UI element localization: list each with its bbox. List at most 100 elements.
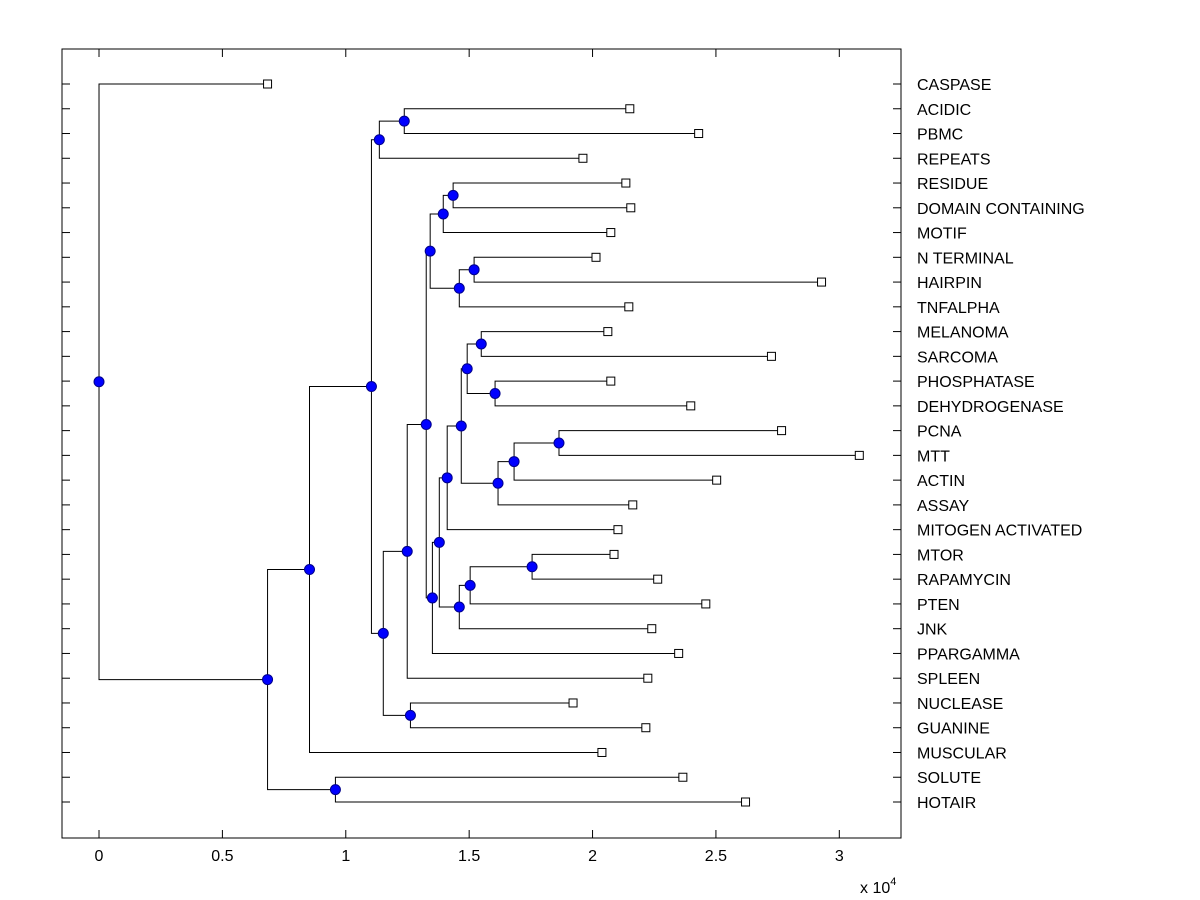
node-marker-n-acidic-repeats [373,134,385,146]
node-marker-n-acidic-hotair [262,674,274,686]
leaf-marker-ppargamma [674,648,684,658]
leaf-marker-hotair [741,797,751,807]
branch-n_acidic_guanine [309,386,372,570]
leaf-marker-domain-containing [626,203,636,213]
leaf-label-hairpin: HAIRPIN [917,275,982,292]
node-marker-n-pcna-assay [492,477,504,489]
x-tick-labels: 0 0.5 1 1.5 2 2.5 3 [95,848,844,865]
x-tick-label: 0.5 [211,848,233,865]
node-marker-n-melanoma-sarcoma [475,338,487,350]
branch-n_nuclease_guanine [382,633,411,716]
leaf-marker-actin [712,475,722,485]
leaf-marker-pcna [777,426,787,436]
node-marker-n-acidic-muscular [304,564,316,576]
leaf-label-pbmc: PBMC [917,127,963,144]
x-tick-label: 1 [341,848,350,865]
leaf-label-tnfalpha: TNFALPHA [917,300,1000,317]
leaf-label-residue: RESIDUE [917,176,988,193]
leaf-labels: CASPASE ACIDIC PBMC REPEATS RESIDUE DOMAIN CO… [917,77,1085,812]
leaf-label-jnk: JNK [917,622,948,639]
branch-L6 [442,213,611,234]
node-marker-n-residue-guanine [377,627,389,639]
branch-n_phos_dehyd [466,368,496,394]
leaf-label-mtor: MTOR [917,547,964,564]
node-marker-n-mtor-pten [464,579,476,591]
x-tick-label: 2.5 [705,848,727,865]
leaf-label-actin: ACTIN [917,473,965,490]
x-tick-label: 1.5 [458,848,480,865]
leaf-marker-residue [621,178,631,188]
leaf-label-muscular: MUSCULAR [917,745,1007,762]
node-marker-n-residue-domain [447,189,459,201]
node-marker-n-acidic-guanine [365,381,377,393]
leaf-label-domain-containing: DOMAIN CONTAINING [917,201,1085,218]
leaf-marker-dehydrogenase [686,401,696,411]
branch-L17 [497,483,633,506]
branch-n_nterm_tnf [429,251,460,289]
leaf-markers [263,79,864,807]
branch-n_acidic_pbmc [378,120,405,140]
branch-n_solute_hotair [267,679,336,791]
leaf-marker-muscular [597,747,607,757]
node-marker-n-residue-spleen [401,545,413,557]
leaf-marker-mtt [854,450,864,460]
leaf-marker-pten [701,599,711,609]
leaf-marker-spleen [643,673,653,683]
branch-L27 [309,569,602,753]
leaf-marker-pbmc [694,129,704,139]
node-markers [93,115,565,796]
node-marker-n-melanoma-mitogen [441,472,453,484]
leaf-marker-mitogen-activated [613,525,623,535]
branch-n_pcna_mtt [513,442,559,462]
node-marker-n-mtor-jnk [453,601,465,613]
branch-n_acidic_muscular [267,569,310,680]
leaf-marker-mtor [609,549,619,559]
leaf-label-acidic: ACIDIC [917,102,971,119]
node-marker-n-melanoma-ppar [426,592,438,604]
leaf-marker-acidic [625,104,635,114]
leaf-label-caspase: CASPASE [917,77,991,94]
branch-L24 [406,551,648,679]
leaf-label-assay: ASSAY [917,498,970,515]
x-axis-multiplier-base: x 10 [860,880,890,897]
leaf-label-melanoma: MELANOMA [917,325,1009,342]
leaf-marker-assay [628,500,638,510]
branch-n_pcna_assay [460,425,499,484]
branch-n_residue_ppar [406,424,427,552]
branch-n_residue_spleen [382,550,408,634]
leaf-marker-sarcoma [766,351,776,361]
node-marker-n-nuclease-guanine [404,709,416,721]
leaf-label-motif: MOTIF [917,226,967,243]
node-marker-n-residue-ppar [420,419,432,431]
node-marker-n-phos-dehyd [489,387,501,399]
leaf-label-pten: PTEN [917,597,960,614]
leaf-label-repeats: REPEATS [917,151,991,168]
x-tick-label: 2 [588,848,597,865]
leaf-label-hotair: HOTAIR [917,795,976,812]
leaf-marker-guanine [641,723,651,733]
leaf-label-dehydrogenase: DEHYDROGENASE [917,399,1064,416]
branch-L16 [513,461,717,481]
leaf-marker-repeats [578,153,588,163]
leaf-marker-phosphatase [606,376,616,386]
node-marker-n-melanoma-dehyd [461,363,473,375]
leaf-marker-n-terminal [591,252,601,262]
plot-background [62,49,901,838]
leaf-label-rapamycin: RAPAMYCIN [917,572,1011,589]
branch-L23 [431,597,679,654]
leaf-label-spleen: SPLEEN [917,671,980,688]
node-marker-n-pcna-actin [508,456,520,468]
node-marker-root [93,376,105,388]
branch-L0 [98,83,268,382]
leaf-label-solute: SOLUTE [917,770,981,787]
leaf-marker-melanoma [603,327,613,337]
leaf-marker-caspase [263,79,273,89]
branch-n_acidic_hotair [98,381,268,681]
leaf-marker-hairpin [817,277,827,287]
leaf-label-nuclease: NUCLEASE [917,696,1003,713]
leaf-marker-tnfalpha [624,302,634,312]
node-marker-n-nterm-hairpin [468,264,480,276]
axes [61,48,902,839]
axes-frame [61,48,902,839]
branch-L3 [378,139,583,159]
